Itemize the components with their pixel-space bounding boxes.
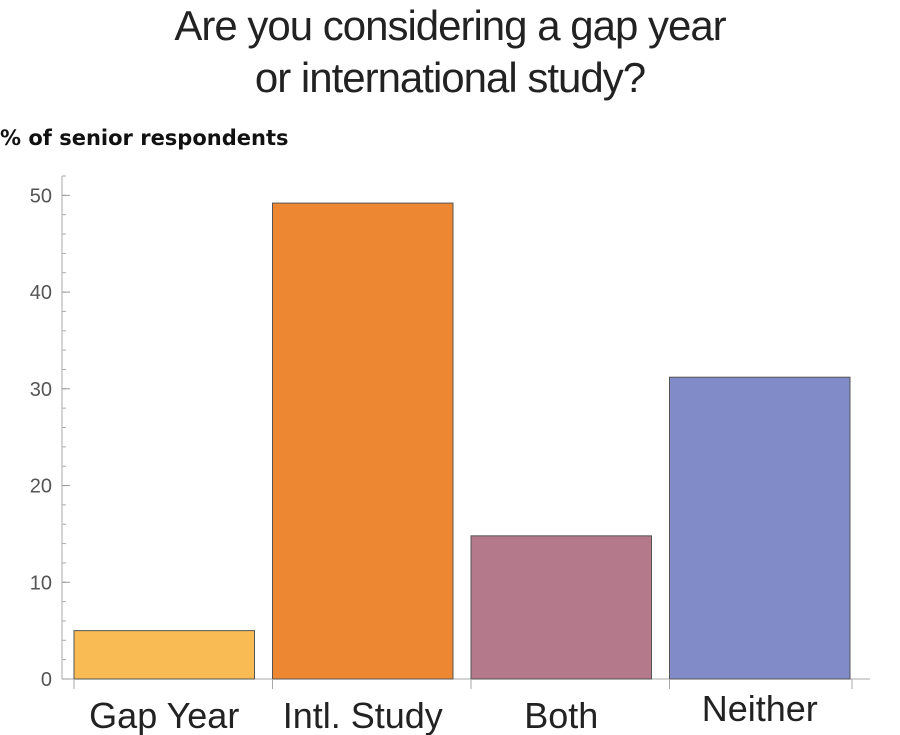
y-tick-label: 20 [30, 476, 52, 498]
x-tick-label: Both [524, 695, 598, 735]
chart-title-line-1: Are you considering a gap year [174, 2, 726, 49]
x-tick-label: Intl. Study [283, 695, 443, 735]
y-tick-label: 0 [41, 669, 52, 691]
x-tick-label: Neither [702, 688, 818, 729]
bar-gap-year [73, 630, 255, 680]
chart-title: Are you considering a gap year or intern… [0, 0, 900, 104]
y-axis-label: % of senior respondents [0, 126, 289, 150]
bar-neither [669, 376, 851, 680]
x-tick-label: Gap Year [89, 695, 239, 735]
bar-intl-study [272, 202, 454, 680]
y-tick-label: 10 [30, 572, 52, 594]
bar-both [470, 535, 652, 680]
chart-title-line-2: or international study? [254, 54, 646, 101]
y-tick-label: 40 [30, 282, 52, 304]
y-tick-label: 30 [30, 379, 52, 401]
y-tick-label: 50 [30, 185, 52, 207]
